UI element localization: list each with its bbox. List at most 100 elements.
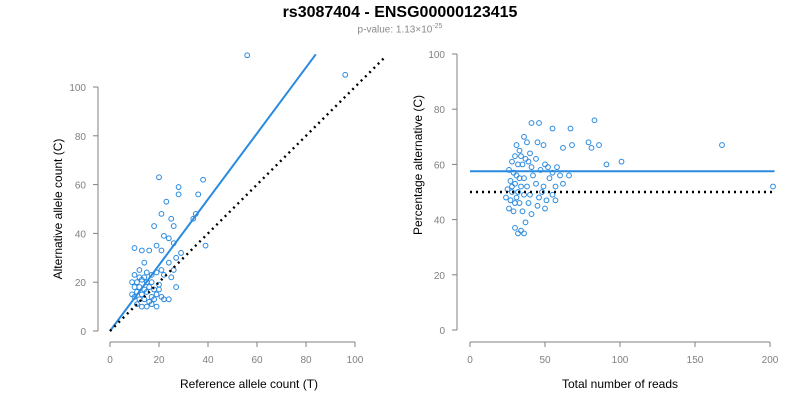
left-data-point [156, 174, 162, 181]
left-data-point [148, 271, 155, 278]
right-data-point [521, 133, 527, 140]
left-data-point [141, 259, 148, 266]
right-plot-ylabel: Percentage alternative (C) [411, 95, 425, 235]
right-data-point [542, 205, 548, 212]
right-data-point [537, 167, 544, 173]
right-plot-xlabel: Total number of reads [562, 377, 678, 391]
right-data-point [519, 161, 526, 168]
left-y-tick-label: 0 [80, 327, 86, 338]
left-data-point [148, 301, 155, 308]
left-plot: 0 20 40 60 80 100 0 20 40 60 80 100 Reference allel… [51, 52, 386, 391]
right-data-point [536, 120, 542, 126]
right-data-point [530, 172, 536, 179]
left-data-point [165, 235, 172, 242]
right-x-tick-label: 200 [762, 355, 779, 366]
right-data-point [533, 155, 539, 162]
left-x-tick-label: 80 [300, 355, 312, 366]
pvalue-text: p-value: 1.13×10 [357, 24, 433, 36]
left-data-point [170, 267, 177, 273]
left-data-point [143, 269, 150, 276]
left-data-point [158, 210, 165, 217]
right-y-tick-label: 0 [439, 326, 445, 337]
left-data-point [153, 291, 160, 298]
right-data-point [567, 125, 574, 132]
right-data-point [503, 194, 509, 201]
left-data-point [175, 184, 182, 190]
right-data-point [552, 197, 559, 204]
right-data-point [522, 219, 529, 226]
left-data-point [153, 303, 160, 310]
left-y-tick-label: 80 [75, 132, 87, 143]
right-x-tick-label: 50 [539, 355, 551, 366]
right-data-point [506, 167, 512, 173]
right-data-point [719, 142, 725, 148]
left-data-point [141, 296, 148, 303]
left-x-tick-label: 20 [153, 355, 165, 366]
left-plot-ylabel: Alternative allele count (C) [51, 139, 65, 280]
left-data-point [175, 191, 182, 198]
chart-title: rs3087404 - ENSG00000123415 [282, 4, 518, 21]
right-data-point [552, 183, 559, 190]
left-data-point [153, 242, 160, 249]
right-data-point [521, 230, 527, 237]
right-data-point [527, 150, 533, 157]
left-data-point [156, 286, 162, 293]
right-data-point [509, 158, 515, 165]
right-data-point [512, 180, 518, 187]
right-y-tick-label: 80 [434, 105, 446, 116]
right-data-point [524, 139, 530, 146]
right-data-point [596, 142, 602, 148]
right-data-point [591, 117, 598, 124]
left-data-point [129, 279, 135, 286]
pvalue-exponent: -25 [432, 23, 443, 30]
right-data-point [525, 158, 532, 165]
right-data-point [509, 189, 515, 195]
right-data-point [549, 125, 556, 132]
left-data-point [161, 232, 167, 239]
left-data-point [151, 223, 158, 229]
right-data-point [521, 175, 527, 182]
right-data-point [557, 172, 563, 179]
left-data-point [131, 284, 138, 290]
left-data-point [158, 267, 165, 273]
right-data-point [513, 142, 520, 148]
right-data-point [507, 197, 514, 204]
left-data-point [131, 245, 138, 251]
right-data-point [539, 189, 545, 195]
right-data-point [588, 144, 595, 151]
right-data-point [534, 139, 541, 146]
right-y-tick-label: 60 [434, 160, 446, 171]
left-data-point [190, 215, 197, 222]
left-y-tick-label: 60 [75, 181, 87, 192]
left-data-point [136, 267, 143, 273]
right-data-point [513, 172, 520, 179]
left-x-tick-label: 40 [202, 355, 214, 366]
right-data-point [518, 153, 524, 160]
right-data-point [510, 208, 517, 215]
right-plot: 0 50 100 150 200 0 20 40 60 80 100 Total number of… [411, 50, 779, 391]
left-y-tick-label: 40 [75, 229, 87, 240]
right-data-point [528, 120, 535, 126]
left-data-point [168, 215, 175, 222]
left-x-tick-label: 60 [251, 355, 263, 366]
right-data-point [513, 194, 520, 201]
right-x-tick-label: 0 [467, 355, 473, 366]
left-data-point [342, 71, 349, 78]
right-data-point [518, 183, 524, 190]
left-data-point [200, 176, 207, 183]
right-data-point [515, 189, 521, 195]
left-data-point [178, 250, 184, 256]
right-plot-marks [470, 117, 776, 237]
right-plot-axes: 0 50 100 150 200 0 20 40 60 80 100 [428, 50, 778, 366]
right-data-point [560, 144, 566, 151]
right-data-point [518, 227, 524, 234]
right-x-tick-label: 150 [687, 355, 704, 366]
left-data-point [165, 259, 172, 266]
left-data-point [244, 52, 251, 59]
left-x-tick-label: 100 [347, 355, 364, 366]
right-data-point [528, 164, 535, 171]
left-data-point [148, 279, 155, 286]
right-data-point [566, 172, 572, 179]
left-data-point [134, 301, 140, 308]
